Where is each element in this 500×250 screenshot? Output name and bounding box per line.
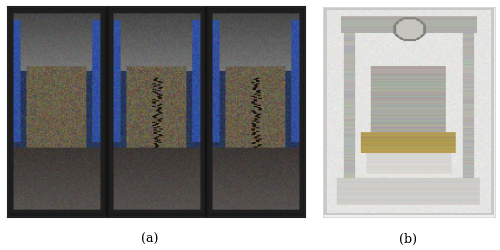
- Text: (b): (b): [398, 232, 416, 245]
- Text: (a): (a): [142, 232, 158, 245]
